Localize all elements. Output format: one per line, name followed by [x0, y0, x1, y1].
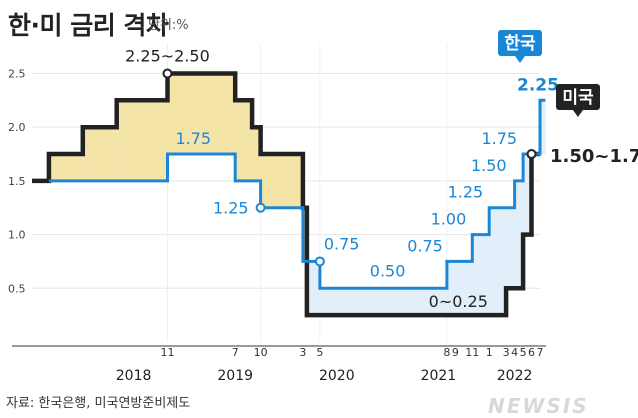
value-label: 1.50 — [471, 156, 507, 175]
y-tick-label: 0.5 — [8, 282, 26, 295]
y-tick-label: 2.5 — [8, 67, 26, 80]
value-label: 0.75 — [324, 234, 360, 253]
value-label: 1.00 — [431, 210, 467, 229]
gap-area — [446, 261, 473, 316]
value-label: 1.25 — [448, 183, 484, 202]
data-point-marker — [314, 256, 325, 267]
legend-label: 미국 — [562, 88, 594, 108]
gap-area — [523, 154, 532, 235]
month-tick-label: 6 — [528, 346, 535, 359]
gap-area — [472, 234, 490, 316]
source-note: 자료: 한국은행, 미국연방준비제도 — [6, 396, 191, 411]
gap-area — [319, 288, 447, 316]
value-label: 1.25 — [213, 199, 249, 218]
y-tick-label: 1.5 — [8, 175, 26, 188]
y-tick-label: 1.0 — [8, 229, 26, 242]
data-point-marker — [255, 202, 266, 213]
month-tick-label: 3 — [503, 346, 510, 359]
month-tick-label: 7 — [537, 346, 544, 359]
gap-area — [514, 180, 524, 289]
data-point-marker — [162, 68, 173, 79]
value-label: 2.25~2.50 — [125, 46, 210, 65]
value-label: 1.50~1.75 — [550, 146, 638, 167]
value-label: 0.50 — [370, 261, 406, 280]
year-label: 2021 — [421, 368, 457, 384]
month-tick-label: 7 — [232, 346, 239, 359]
gap-area — [540, 100, 546, 155]
month-tick-label: 5 — [316, 346, 323, 359]
legend-tag — [556, 84, 600, 110]
gap-area — [506, 207, 515, 289]
gap-area — [82, 127, 117, 181]
gap-area — [252, 127, 261, 181]
gap-area — [260, 154, 303, 208]
legend-tag-pointer — [515, 56, 525, 63]
korea-rate-line — [48, 98, 546, 290]
us-rate-line — [32, 71, 540, 318]
year-label: 2022 — [497, 368, 533, 384]
chart-title: 한·미 금리 격차 — [8, 11, 169, 40]
value-label: 0~0.25 — [429, 292, 488, 311]
month-tick-label: 5 — [520, 346, 527, 359]
month-tick-label: 4 — [511, 346, 518, 359]
year-label: 2020 — [319, 368, 355, 384]
watermark-logo: NEWSIS — [488, 394, 589, 418]
gap-area — [235, 100, 253, 181]
gap-area — [489, 207, 507, 316]
month-tick-label: 1 — [486, 346, 493, 359]
legend-tag — [498, 30, 542, 56]
data-point-marker — [526, 149, 537, 160]
month-tick-label: 8 — [443, 346, 450, 359]
month-tick-label: 3 — [299, 346, 306, 359]
legend-tag-pointer — [573, 110, 583, 117]
year-label: 2019 — [217, 368, 253, 384]
value-label: 1.75 — [481, 129, 517, 148]
legend-label: 한국 — [504, 34, 536, 54]
gap-area — [167, 73, 236, 155]
month-tick-label: 11 — [160, 346, 174, 359]
month-tick-label: 10 — [254, 346, 268, 359]
gap-area — [306, 261, 320, 316]
value-label: 2.25 — [517, 75, 559, 95]
unit-label: 단위:% — [148, 18, 189, 33]
gap-area — [116, 100, 168, 181]
y-tick-label: 2.0 — [8, 121, 26, 134]
gap-area — [48, 154, 83, 181]
month-tick-label: 11 — [465, 346, 479, 359]
value-label: 0.75 — [407, 236, 443, 255]
month-tick-label: 9 — [452, 346, 459, 359]
value-label: 1.75 — [175, 129, 211, 148]
year-label: 2018 — [116, 368, 152, 384]
